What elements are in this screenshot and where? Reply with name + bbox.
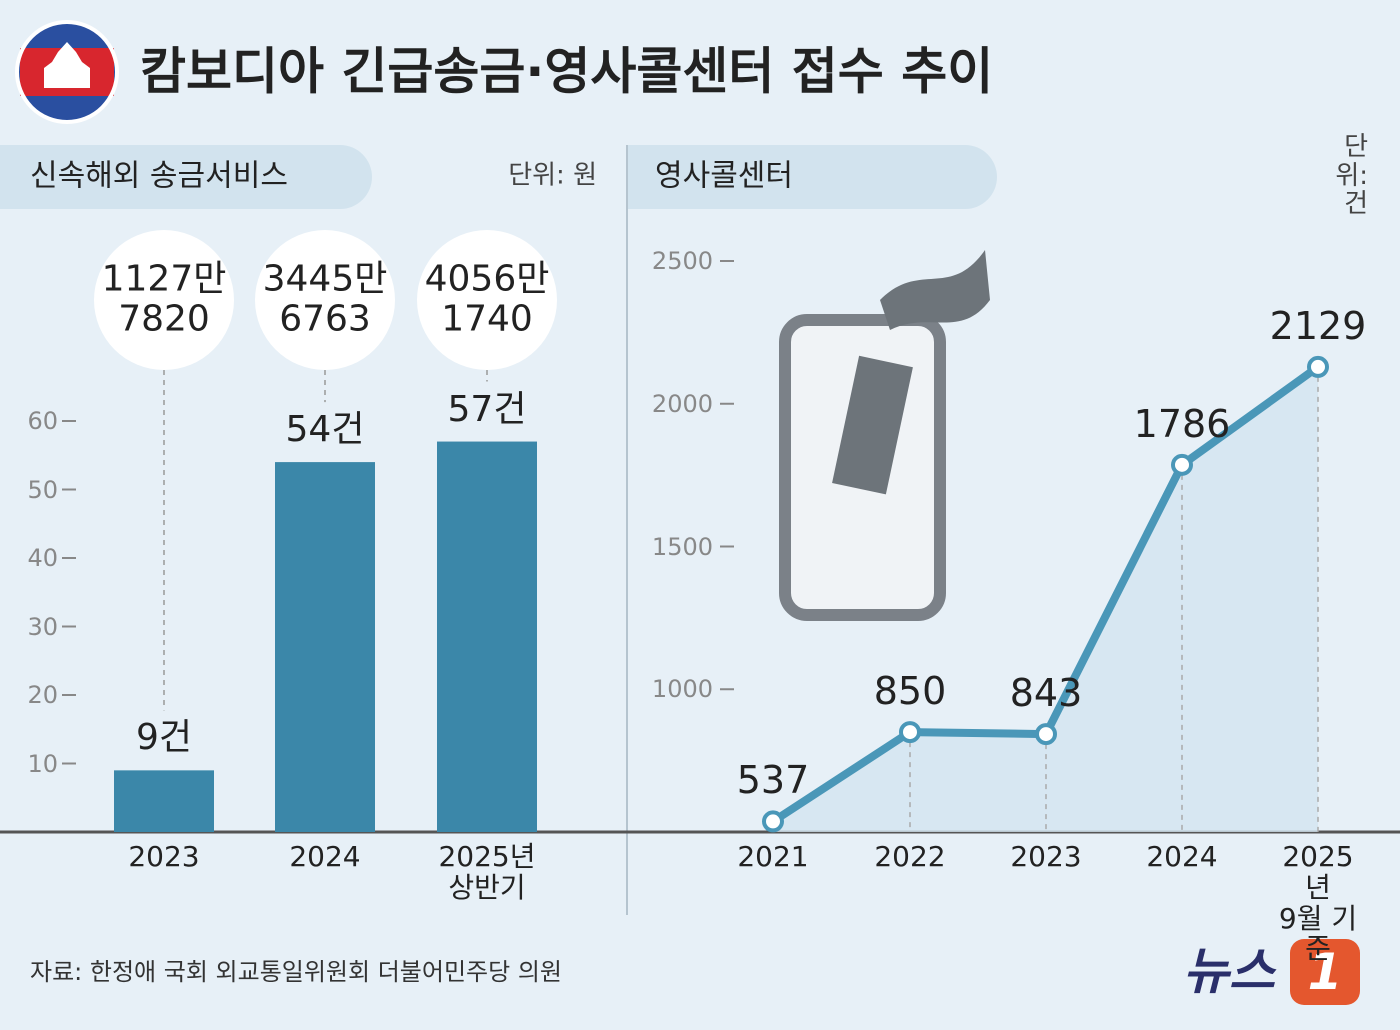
- y-tick-label: 50: [27, 475, 58, 504]
- logo-mark: 1: [1290, 939, 1360, 1005]
- value-label: 54건: [285, 409, 365, 451]
- value-label: 57건: [447, 388, 527, 430]
- amount-bubble: [94, 230, 234, 370]
- x-tick-label: 2025년 상반기: [438, 840, 536, 904]
- x-tick-label: 2021: [737, 840, 809, 873]
- value-label: 850: [873, 669, 947, 714]
- section-title: 영사콜센터: [655, 158, 793, 194]
- value-label: 843: [1009, 671, 1083, 716]
- y-tick-label: 40: [27, 543, 58, 572]
- x-tick-label: 2024: [289, 840, 361, 873]
- point: [1035, 723, 1057, 746]
- bar: [275, 462, 375, 832]
- unit: 단위: 건: [1335, 132, 1368, 220]
- logo-text: 뉴스: [1183, 942, 1275, 1001]
- point: [1307, 355, 1329, 378]
- amount-bubble: [417, 230, 557, 370]
- x-tick-label: 2025년 9월 기준: [1278, 840, 1358, 966]
- x-tick-label: 2023: [1010, 840, 1082, 873]
- section-title: 신속해외 송금서비스: [30, 158, 288, 194]
- unit: 단위: 원: [508, 160, 597, 191]
- point: [1171, 453, 1193, 476]
- y-tick-label: 30: [27, 612, 58, 641]
- bar: [437, 441, 537, 832]
- amount-label: 4056만 1740: [424, 258, 550, 340]
- value-label: 537: [736, 758, 810, 803]
- y-tick-label: 2000: [651, 389, 713, 418]
- bar: [114, 770, 214, 832]
- x-tick-label: 2024: [1146, 840, 1218, 873]
- flag: [15, 20, 119, 124]
- value-label: 2129: [1269, 304, 1367, 349]
- y-tick-label: 60: [27, 406, 58, 435]
- y-tick-label: 1500: [651, 532, 713, 561]
- y-tick-label: 20: [27, 680, 58, 709]
- title: 캄보디아 긴급송금·영사콜센터 접수 추이: [140, 42, 994, 101]
- section-pill: [0, 145, 372, 209]
- phone-illustration: [779, 250, 990, 621]
- amount-label: 3445만 6763: [262, 258, 388, 340]
- section-pill: [627, 145, 997, 209]
- x-tick-label: 2023: [128, 840, 200, 873]
- y-tick-label: 1000: [651, 675, 713, 704]
- y-tick-label: 10: [27, 749, 58, 778]
- y-tick-label: 2500: [651, 246, 713, 275]
- point: [762, 810, 784, 833]
- x-tick-label: 2022: [874, 840, 946, 873]
- amount-label: 1127만 7820: [101, 258, 227, 340]
- amount-bubble: [255, 230, 395, 370]
- source: 자료: 한정애 국회 외교통일위원회 더불어민주당 의원: [30, 957, 562, 986]
- value-label: 1786: [1133, 401, 1231, 446]
- value-label: 9건: [135, 717, 193, 759]
- point: [899, 721, 921, 744]
